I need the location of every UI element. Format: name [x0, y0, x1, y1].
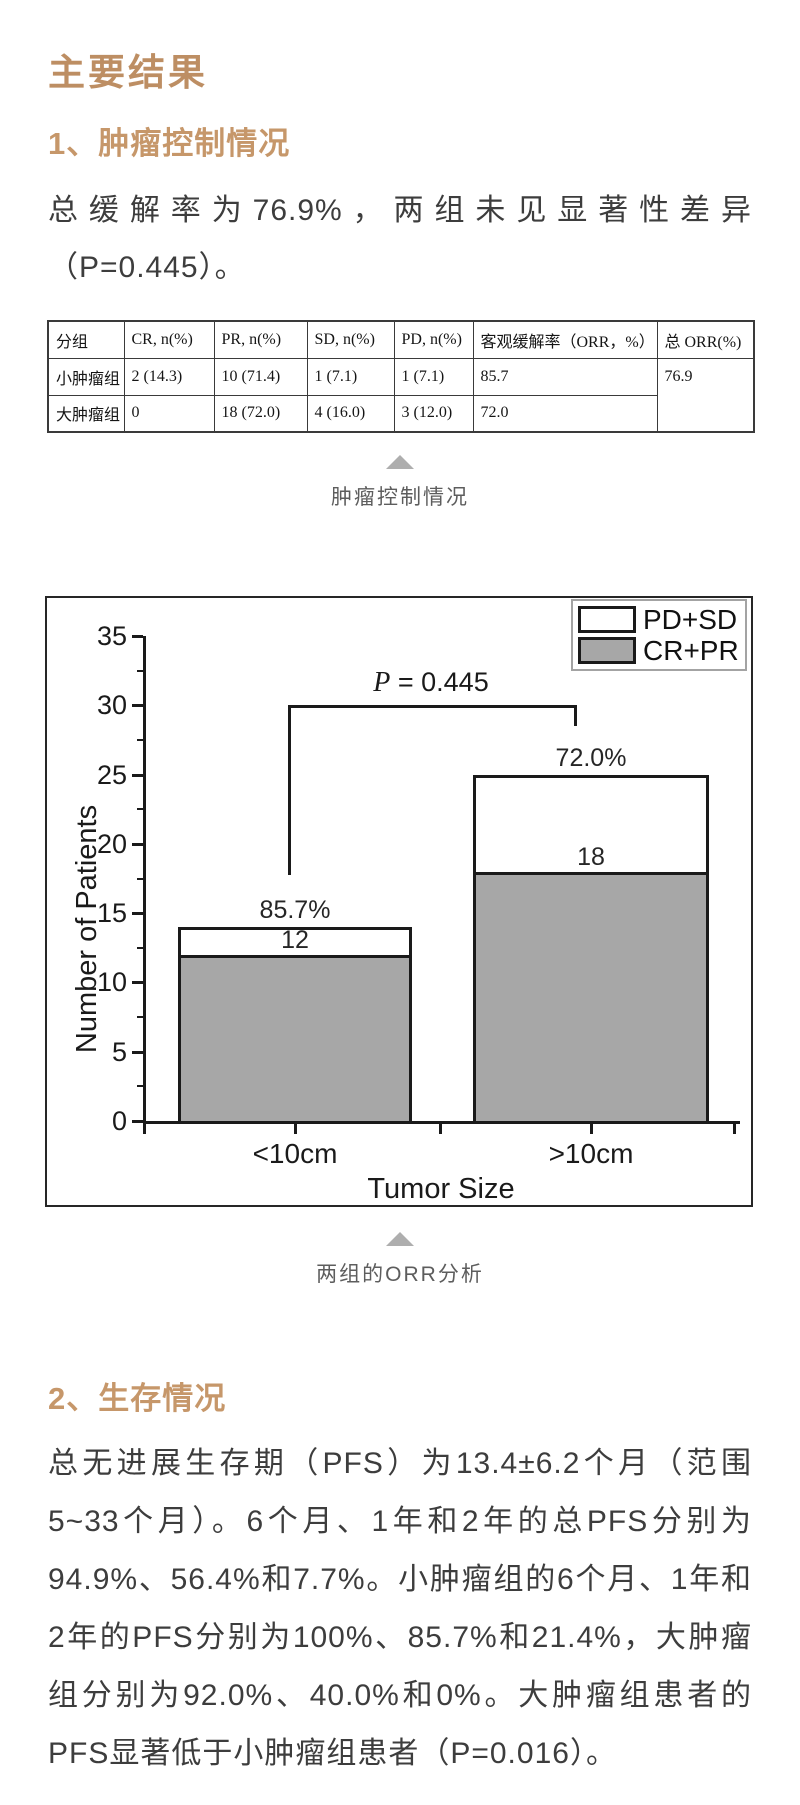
table-cell: 72.0 [472, 394, 658, 433]
section2-heading: 2、生存情况 [48, 1381, 227, 1416]
chart-x-axis-title: Tumor Size [367, 1173, 515, 1205]
legend-label-crpr: CR+PR [643, 634, 739, 666]
p-bracket-left [288, 705, 291, 876]
x-tick [590, 1124, 593, 1134]
y-tick-label: 35 [96, 621, 127, 651]
y-minor-tick [137, 808, 143, 811]
legend-swatch-crpr-icon [578, 637, 636, 664]
y-tick-label: 25 [96, 759, 127, 790]
bar-percent-label: 85.7% [259, 896, 331, 924]
x-category-label-lt10cm: <10cm [252, 1138, 338, 1169]
table-header-cell: PD, n(%) [393, 320, 474, 359]
bar-count-label: 12 [281, 925, 309, 954]
table-cell: 1 (7.1) [306, 357, 395, 396]
y-tick-label: 5 [111, 1036, 127, 1067]
table-caption: 肿瘤控制情况 [331, 486, 469, 509]
table-cell: 3 (12.0) [393, 394, 474, 433]
orr-bar-chart: Number of Patients <10cm >10cm Tumor Siz… [45, 596, 753, 1207]
table-cell: 1 (7.1) [393, 357, 474, 396]
bar-gt10cm [473, 774, 709, 1124]
x-category-label-gt10cm: >10cm [548, 1138, 634, 1169]
x-axis [143, 1121, 740, 1124]
table-header-cell: 客观缓解率（ORR，%） [472, 320, 658, 359]
p-value-text: = 0.445 [390, 667, 489, 697]
y-major-tick [132, 842, 143, 846]
y-minor-tick [137, 1016, 143, 1019]
y-major-tick [132, 912, 143, 916]
section1-paragraph: 总缓解率为76.9%，两组未见显著性差异（P=0.445）。 [48, 194, 752, 284]
bar-segment-crpr [476, 871, 706, 1121]
y-major-tick [132, 773, 143, 777]
y-major-tick [132, 981, 143, 985]
table-row: 小肿瘤组 2 (14.3) 10 (71.4) 1 (7.1) 1 (7.1) 85.7 7… [47, 357, 755, 433]
p-bracket-right [574, 705, 577, 727]
table-cell: 76.9 [656, 357, 755, 433]
y-minor-tick [137, 1085, 143, 1088]
caption-arrow-icon [386, 455, 414, 469]
bar-percent-label: 72.0% [555, 743, 627, 772]
y-major-tick [132, 1120, 143, 1123]
legend-item-pdsd: PD+SD [578, 604, 740, 635]
y-minor-tick [137, 877, 143, 880]
table-cell: 10 (71.4) [213, 357, 308, 396]
table-header-row: 分组 CR, n(%) PR, n(%) SD, n(%) PD, n(%) 客观缓解率（… [47, 320, 755, 359]
table-cell: 小肿瘤组 [47, 357, 125, 396]
y-major-tick [132, 704, 143, 708]
y-minor-tick [137, 946, 143, 949]
table-cell: 18 (72.0) [213, 394, 308, 433]
section1-heading: 1、肿瘤控制情况 [48, 126, 291, 161]
p-symbol: P [373, 667, 391, 698]
table-cell: 2 (14.3) [123, 357, 215, 396]
chart-caption: 两组的ORR分析 [316, 1263, 484, 1286]
table-cell: 85.7 [472, 357, 658, 396]
table-cell: 4 (16.0) [306, 394, 395, 433]
x-tick [439, 1124, 442, 1134]
table-cell: 大肿瘤组 [47, 394, 125, 433]
y-tick-label: 15 [96, 898, 127, 929]
table-header-cell: CR, n(%) [123, 320, 215, 359]
chart-legend: PD+SD CR+PR [571, 599, 747, 671]
bar-lt10cm [178, 927, 412, 1124]
section2-paragraph: 总无进展生存期（PFS）为13.4±6.2个月（范围5~33个月）。6个月、1年… [48, 1447, 752, 1770]
table-cell: 0 [123, 394, 215, 433]
y-tick-label: 20 [96, 828, 127, 859]
y-minor-tick [137, 669, 143, 672]
p-bracket-top [288, 705, 577, 709]
y-minor-tick [137, 738, 143, 741]
table-caption-block: 肿瘤控制情况 [0, 455, 800, 512]
bar-segment-crpr [181, 954, 409, 1121]
legend-label-pdsd: PD+SD [643, 603, 738, 635]
legend-swatch-pdsd-icon [578, 606, 636, 633]
x-tick [294, 1124, 297, 1134]
table-row: 大肿瘤组 0 18 (72.0) 4 (16.0) 3 (12.0) 72.0 [47, 394, 754, 433]
legend-item-crpr: CR+PR [578, 635, 740, 666]
y-axis [143, 636, 146, 1124]
y-tick-label: 0 [111, 1106, 127, 1136]
table-header-cell: PR, n(%) [213, 320, 308, 359]
y-major-tick [132, 635, 143, 638]
table-header-cell: SD, n(%) [306, 320, 395, 359]
caption-arrow-icon [386, 1232, 414, 1246]
orr-table: 分组 CR, n(%) PR, n(%) SD, n(%) PD, n(%) 客观缓解率（… [47, 320, 755, 433]
bar-count-label: 18 [577, 842, 605, 871]
chart-caption-block: 两组的ORR分析 [0, 1232, 800, 1289]
table-header-cell: 分组 [47, 320, 125, 359]
y-major-tick [132, 1050, 143, 1054]
x-tick [733, 1124, 736, 1134]
y-tick-label: 10 [96, 967, 127, 998]
orr-table-body: 分组 CR, n(%) PR, n(%) SD, n(%) PD, n(%) 客观缓解率（… [47, 320, 755, 433]
table-header-cell: 总 ORR(%) [656, 320, 755, 359]
x-tick [143, 1124, 146, 1134]
p-value-label: P = 0.445 [281, 666, 581, 699]
page-title: 主要结果 [48, 53, 208, 94]
y-tick-label: 30 [96, 690, 127, 721]
